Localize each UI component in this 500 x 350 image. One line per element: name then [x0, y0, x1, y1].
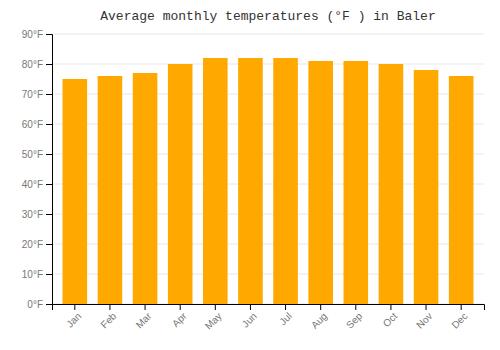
grid-line	[52, 64, 484, 65]
y-tick: 80°F	[22, 59, 52, 70]
x-tick-label: Feb	[98, 310, 118, 330]
bar	[449, 76, 474, 304]
x-tick-mark	[250, 304, 251, 310]
bar	[168, 64, 193, 304]
y-tick: 40°F	[22, 179, 52, 190]
y-tick-mark	[46, 124, 52, 125]
x-tick: Oct	[381, 304, 400, 329]
x-tick: Sep	[344, 304, 365, 331]
title: Average monthly temperatures (°F ) in Ba…	[100, 9, 435, 24]
bar	[133, 73, 158, 304]
bar	[344, 61, 369, 304]
bar	[98, 76, 123, 304]
y-tick-mark	[46, 154, 52, 155]
y-tick: 50°F	[22, 149, 52, 160]
x-axis: Jan Feb Mar Apr May Jun Jul Aug Sep Oct Nov Dec	[53, 304, 485, 332]
bar	[238, 58, 263, 304]
x-tick-mark	[145, 304, 146, 310]
x-tick: May	[203, 304, 224, 332]
x-tick-label: Sep	[344, 310, 365, 331]
y-tick: 0°F	[27, 299, 52, 310]
x-tick: Feb	[98, 304, 118, 330]
x-tick-mark	[74, 304, 75, 310]
y-tick-mark	[46, 214, 52, 215]
x-tick: Mar	[134, 304, 154, 330]
x-tick: Nov	[414, 304, 434, 331]
y-tick-label: 50°F	[22, 149, 43, 160]
x-tick-mark	[180, 304, 181, 310]
chart-container: 0°F 10°F 20°F 30°F 40°F 50°F 60°F 70°F 80°F 90°F J…	[0, 0, 500, 350]
y-tick: 20°F	[22, 239, 52, 250]
y-tick-label: 70°F	[22, 89, 43, 100]
plot: 0°F 10°F 20°F 30°F 40°F 50°F 60°F 70°F 80°F 90°F J…	[22, 29, 485, 332]
bar	[273, 58, 298, 304]
x-tick-label: May	[203, 310, 224, 331]
bar	[379, 64, 404, 304]
x-tick-mark	[461, 304, 462, 310]
x-tick-label: Aug	[309, 310, 329, 330]
y-tick-mark	[46, 34, 52, 35]
grid-line	[52, 34, 484, 35]
x-tick-label: Jun	[240, 310, 259, 329]
bar	[63, 79, 88, 304]
x-tick: Jan	[64, 304, 83, 330]
y-tick-mark	[46, 244, 52, 245]
y-tick-label: 60°F	[22, 119, 43, 130]
y-tick: 30°F	[22, 209, 52, 220]
x-tick-mark	[285, 304, 286, 310]
x-tick-label: Oct	[381, 310, 400, 329]
y-tick-label: 40°F	[22, 179, 43, 190]
x-tick-mark	[215, 304, 216, 310]
y-tick: 60°F	[22, 119, 52, 130]
x-tick: Aug	[309, 304, 329, 331]
chart: 0°F 10°F 20°F 30°F 40°F 50°F 60°F 70°F 80°F 90°F J…	[0, 0, 500, 350]
y-tick: 90°F	[22, 29, 52, 40]
x-tick: Jun	[240, 304, 259, 330]
bar	[203, 58, 228, 304]
y-tick-mark	[46, 64, 52, 65]
bars	[63, 58, 474, 304]
x-tick-mark	[355, 304, 356, 310]
x-tick-mark	[109, 304, 110, 310]
x-tick: Jul	[277, 304, 294, 327]
y-tick-label: 30°F	[22, 209, 43, 220]
y-axis-line	[46, 35, 53, 305]
y-tick-mark	[46, 274, 52, 275]
y-tick: 70°F	[22, 89, 52, 100]
x-tick-label: Mar	[134, 310, 154, 330]
y-tick-label: 90°F	[22, 29, 43, 40]
x-tick-label: Jul	[277, 310, 294, 327]
x-tick-mark	[320, 304, 321, 310]
x-tick: Dec	[449, 304, 469, 331]
y-axis: 0°F 10°F 20°F 30°F 40°F 50°F 60°F 70°F 80°F 90°F	[22, 29, 53, 310]
x-tick-label: Nov	[414, 310, 434, 330]
bar	[308, 61, 333, 304]
y-tick-label: 10°F	[22, 269, 43, 280]
y-tick-label: 20°F	[22, 239, 43, 250]
y-tick-mark	[46, 94, 52, 95]
x-tick-mark	[390, 304, 391, 310]
y-tick-mark	[46, 304, 52, 305]
y-tick-mark	[46, 184, 52, 185]
y-tick-label: 80°F	[22, 59, 43, 70]
x-tick-label: Dec	[449, 310, 469, 330]
bar	[414, 70, 439, 304]
grid	[52, 34, 484, 304]
y-tick-label: 0°F	[27, 299, 43, 310]
x-axis-line	[53, 305, 485, 311]
x-tick-mark	[426, 304, 427, 310]
y-tick: 10°F	[22, 269, 52, 280]
x-tick: Apr	[170, 304, 189, 329]
x-tick-label: Apr	[170, 310, 189, 329]
x-tick-label: Jan	[64, 310, 83, 329]
